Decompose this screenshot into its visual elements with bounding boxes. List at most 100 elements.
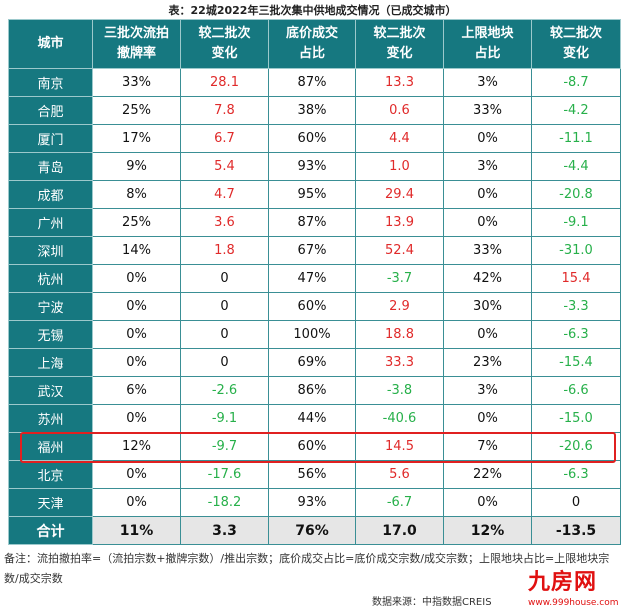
city-cell: 北京 [8, 460, 93, 489]
value-cell: 0% [92, 264, 181, 293]
value-cell: 76% [268, 516, 356, 545]
value-cell: -4.2 [531, 96, 621, 125]
city-cell: 合计 [8, 516, 93, 545]
value-cell: -6.7 [355, 488, 444, 517]
value-cell: 6.7 [180, 124, 269, 153]
value-cell: -3.8 [355, 376, 444, 405]
value-cell: 86% [268, 376, 356, 405]
value-cell: 0 [180, 348, 269, 377]
value-cell: 47% [268, 264, 356, 293]
value-cell: 11% [92, 516, 181, 545]
value-cell: -31.0 [531, 236, 621, 265]
value-cell: 0% [92, 320, 181, 349]
value-cell: 0 [180, 292, 269, 321]
table-row: 青岛 9% 5.4 93% 1.0 3% -4.4 [8, 152, 621, 181]
table-row: 上海 0% 0 69% 33.3 23% -15.4 [8, 348, 621, 377]
city-cell: 无锡 [8, 320, 93, 349]
value-cell: 5.4 [180, 152, 269, 181]
logo-url: www.999house.com [528, 598, 619, 608]
city-cell: 天津 [8, 488, 93, 517]
table-row: 苏州 0% -9.1 44% -40.6 0% -15.0 [8, 404, 621, 433]
total-row: 合计 11% 3.3 76% 17.0 12% -13.5 [8, 516, 621, 545]
table-row: 宁波 0% 0 60% 2.9 30% -3.3 [8, 292, 621, 321]
column-header: 较二批次 变化 [180, 19, 269, 69]
value-cell: 4.7 [180, 180, 269, 209]
value-cell: 8% [92, 180, 181, 209]
value-cell: 3% [443, 68, 532, 97]
value-cell: -17.6 [180, 460, 269, 489]
value-cell: -18.2 [180, 488, 269, 517]
value-cell: 67% [268, 236, 356, 265]
value-cell: 33% [92, 68, 181, 97]
value-cell: 0% [92, 348, 181, 377]
value-cell: 25% [92, 96, 181, 125]
logo: 九房网 [528, 570, 598, 595]
table-row: 杭州 0% 0 47% -3.7 42% 15.4 [8, 264, 621, 293]
value-cell: 52.4 [355, 236, 444, 265]
city-cell: 深圳 [8, 236, 93, 265]
table-title: 表：22城2022年三批次集中供地成交情况（已成交城市） [168, 4, 457, 17]
value-cell: 17% [92, 124, 181, 153]
value-cell: 0% [443, 124, 532, 153]
value-cell: -2.6 [180, 376, 269, 405]
value-cell: 29.4 [355, 180, 444, 209]
value-cell: 0% [92, 292, 181, 321]
value-cell: 1.8 [180, 236, 269, 265]
column-header: 三批次流拍 撤牌率 [92, 19, 181, 69]
value-cell: 44% [268, 404, 356, 433]
value-cell: -20.6 [531, 432, 621, 461]
value-cell: 69% [268, 348, 356, 377]
value-cell: 13.3 [355, 68, 444, 97]
value-cell: 3.6 [180, 208, 269, 237]
value-cell: -15.0 [531, 404, 621, 433]
value-cell: 0 [531, 488, 621, 517]
city-cell: 广州 [8, 208, 93, 237]
value-cell: -20.8 [531, 180, 621, 209]
value-cell: 12% [92, 432, 181, 461]
city-cell: 福州 [8, 432, 93, 461]
value-cell: -6.3 [531, 320, 621, 349]
city-cell: 上海 [8, 348, 93, 377]
data-source: 数据来源：中指数据CREIS [372, 597, 492, 608]
column-header: 较二批次 变化 [355, 19, 444, 69]
table-row: 深圳 14% 1.8 67% 52.4 33% -31.0 [8, 236, 621, 265]
value-cell: 3.3 [180, 516, 269, 545]
value-cell: -9.7 [180, 432, 269, 461]
table-row: 成都 8% 4.7 95% 29.4 0% -20.8 [8, 180, 621, 209]
city-cell: 成都 [8, 180, 93, 209]
value-cell: 2.9 [355, 292, 444, 321]
footnote: 备注：流拍撤拍率=（流拍宗数+撤牌宗数）/推出宗数；底价成交占比=底价成交宗数/… [4, 552, 610, 585]
table-row: 南京 33% 28.1 87% 13.3 3% -8.7 [8, 68, 621, 97]
city-cell: 合肥 [8, 96, 93, 125]
value-cell: -11.1 [531, 124, 621, 153]
value-cell: 93% [268, 152, 356, 181]
value-cell: 0% [92, 460, 181, 489]
value-cell: 0% [443, 488, 532, 517]
column-header: 较二批次 变化 [531, 19, 621, 69]
value-cell: 60% [268, 124, 356, 153]
value-cell: 3% [443, 376, 532, 405]
city-cell: 南京 [8, 68, 93, 97]
value-cell: 60% [268, 432, 356, 461]
value-cell: 23% [443, 348, 532, 377]
value-cell: -8.7 [531, 68, 621, 97]
value-cell: 30% [443, 292, 532, 321]
value-cell: -3.3 [531, 292, 621, 321]
value-cell: 0% [92, 488, 181, 517]
value-cell: 5.6 [355, 460, 444, 489]
header-row: 城市 三批次流拍 撤牌率 较二批次 变化 底价成交 占比 较二批次 变化 上限地块 占比较… [8, 19, 621, 69]
city-cell: 青岛 [8, 152, 93, 181]
table-row: 无锡 0% 0 100% 18.8 0% -6.3 [8, 320, 621, 349]
value-cell: -4.4 [531, 152, 621, 181]
value-cell: 33% [443, 96, 532, 125]
column-header: 上限地块 占比 [443, 19, 532, 69]
value-cell: 7.8 [180, 96, 269, 125]
value-cell: 60% [268, 292, 356, 321]
value-cell: 9% [92, 152, 181, 181]
value-cell: 15.4 [531, 264, 621, 293]
value-cell: 7% [443, 432, 532, 461]
value-cell: 87% [268, 68, 356, 97]
value-cell: 56% [268, 460, 356, 489]
city-cell: 武汉 [8, 376, 93, 405]
value-cell: 22% [443, 460, 532, 489]
